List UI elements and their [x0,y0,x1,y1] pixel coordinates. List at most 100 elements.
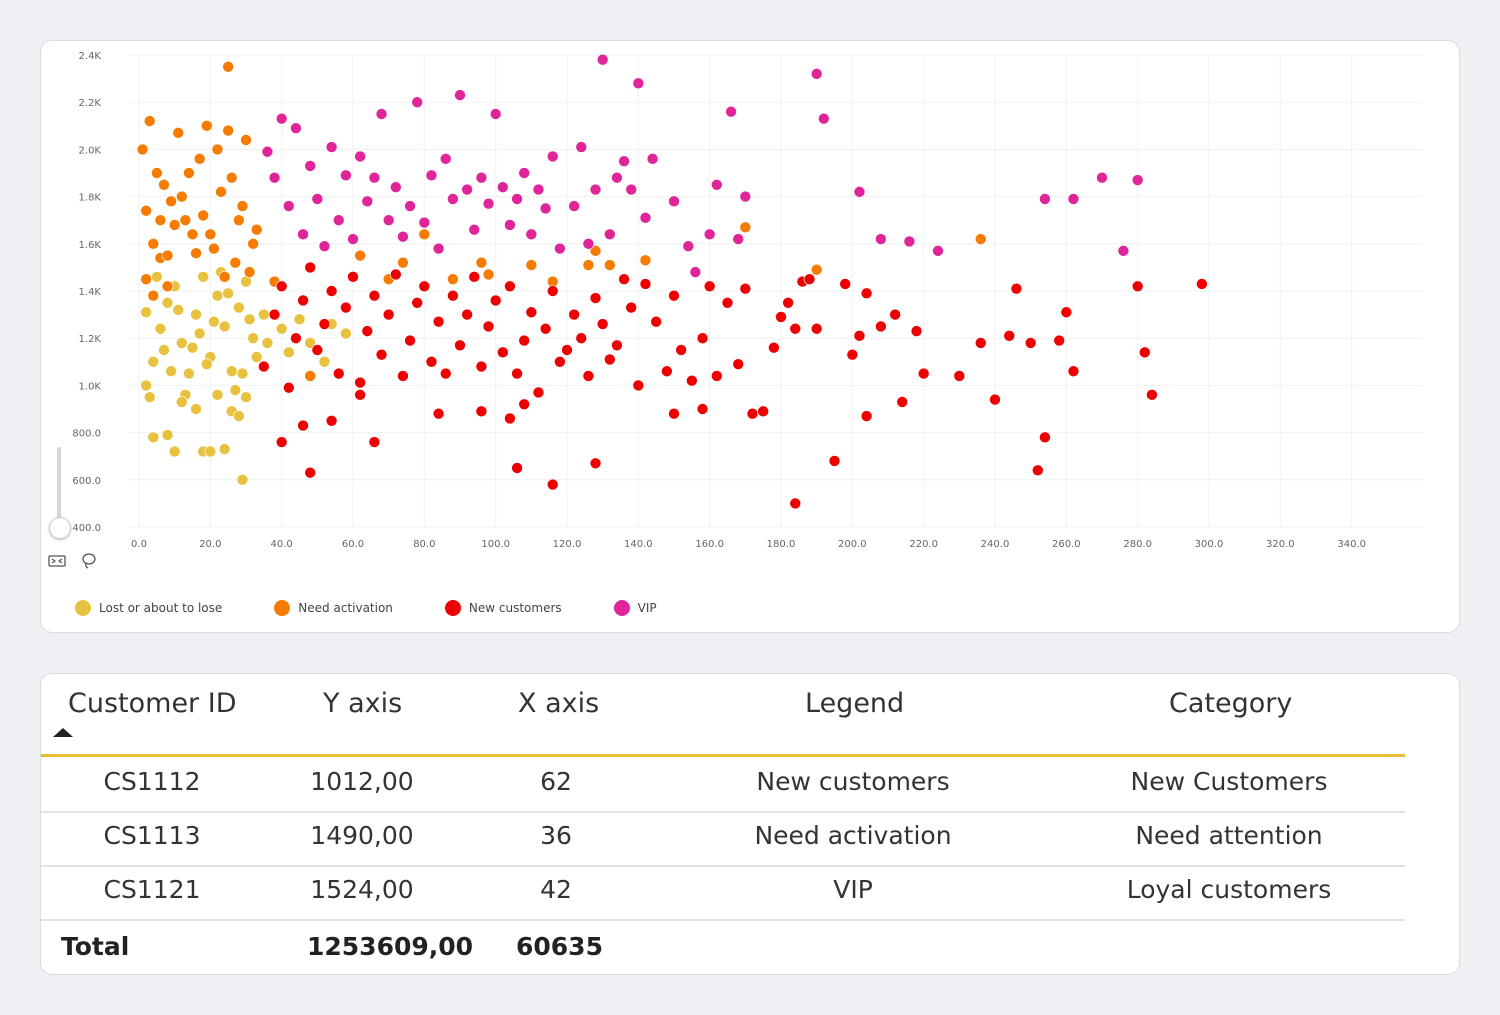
data-point[interactable] [539,202,552,215]
data-point[interactable] [361,195,374,208]
data-point[interactable] [447,289,459,302]
data-point[interactable] [475,256,488,269]
data-point[interactable] [275,322,288,335]
data-point[interactable] [211,289,224,302]
legend-item-vip[interactable]: VIP [613,600,657,616]
data-point[interactable] [425,169,438,182]
data-point[interactable] [368,436,381,448]
data-point[interactable] [304,261,317,274]
data-point[interactable] [782,296,794,309]
data-point[interactable] [340,327,352,340]
data-point[interactable] [161,296,174,309]
data-point[interactable] [710,370,723,382]
data-point[interactable] [1067,193,1080,205]
data-point[interactable] [397,256,409,269]
data-point[interactable] [789,497,802,510]
data-point[interactable] [218,271,231,283]
data-point[interactable] [482,268,495,281]
data-point[interactable] [518,167,531,179]
data-point[interactable] [268,308,281,321]
data-point[interactable] [575,332,588,345]
data-point[interactable] [233,214,245,226]
data-point[interactable] [668,407,680,420]
data-point[interactable] [853,330,866,342]
data-point[interactable] [204,445,217,458]
data-point[interactable] [233,410,245,422]
data-point[interactable] [910,325,923,337]
data-point[interactable] [361,325,374,337]
data-point[interactable] [611,171,623,184]
data-point[interactable] [1060,306,1073,319]
data-point[interactable] [582,370,595,382]
column-header-x-axis[interactable]: X axis [518,688,600,719]
data-point[interactable] [176,337,188,349]
data-point[interactable] [186,341,199,354]
data-point[interactable] [589,457,602,470]
scatter-plot[interactable]: 0.0 20.0 40.0 60.0 80.0 100.0 120.0 140.0 160.0 1… [41,41,1459,581]
data-point[interactable] [839,278,852,290]
data-point[interactable] [725,105,737,118]
legend-item-need-activation[interactable]: Need activation [274,600,393,616]
data-point[interactable] [236,473,249,486]
data-point[interactable] [504,219,516,231]
data-point[interactable] [439,367,452,380]
data-point[interactable] [186,228,199,241]
data-point[interactable] [639,212,652,224]
data-point[interactable] [618,155,630,167]
data-point[interactable] [179,214,192,226]
data-point[interactable] [158,179,170,191]
data-point[interactable] [746,407,759,420]
data-point[interactable] [275,112,288,125]
data-point[interactable] [482,197,495,210]
data-point[interactable] [989,393,1001,406]
data-point[interactable] [354,376,366,389]
data-point[interactable] [675,344,687,356]
data-point[interactable] [589,245,602,257]
data-point[interactable] [140,273,152,285]
data-point[interactable] [511,367,523,380]
data-point[interactable] [311,193,324,205]
data-point[interactable] [136,143,149,156]
data-point[interactable] [268,171,281,184]
legend-item-lost[interactable]: Lost or about to lose [75,600,222,616]
data-point[interactable] [903,235,916,248]
data-point[interactable] [932,245,944,257]
zoom-slider[interactable] [49,447,71,539]
data-point[interactable] [703,280,716,293]
data-point[interactable] [696,332,709,345]
data-point[interactable] [258,308,270,321]
data-point[interactable] [325,414,338,427]
data-point[interactable] [161,249,174,262]
data-point[interactable] [229,384,242,396]
data-point[interactable] [165,365,177,378]
data-point[interactable] [211,389,224,401]
data-point[interactable] [243,313,256,326]
data-point[interactable] [432,242,445,255]
column-header-category[interactable]: Category [1169,688,1293,719]
data-point[interactable] [732,358,745,370]
data-point[interactable] [151,167,163,179]
data-point[interactable] [354,150,366,163]
data-point[interactable] [222,60,234,73]
data-point[interactable] [461,308,473,321]
data-point[interactable] [197,271,209,283]
data-point[interactable] [1003,330,1016,342]
data-point[interactable] [1117,245,1130,257]
data-point[interactable] [896,396,909,408]
data-point[interactable] [218,320,231,333]
table-row[interactable]: CS1112 1012,00 62 New customers New Cust… [41,757,1405,813]
data-point[interactable] [143,115,156,127]
data-point[interactable] [140,379,152,392]
data-point[interactable] [161,429,174,441]
data-point[interactable] [318,240,331,252]
data-point[interactable] [875,320,887,333]
data-point[interactable] [1039,193,1051,205]
data-point[interactable] [611,339,623,352]
data-point[interactable] [668,195,680,208]
data-point[interactable] [243,266,256,278]
data-point[interactable] [696,403,709,415]
data-point[interactable] [703,228,716,241]
data-point[interactable] [197,209,209,222]
data-point[interactable] [354,389,366,401]
data-point[interactable] [418,216,431,229]
